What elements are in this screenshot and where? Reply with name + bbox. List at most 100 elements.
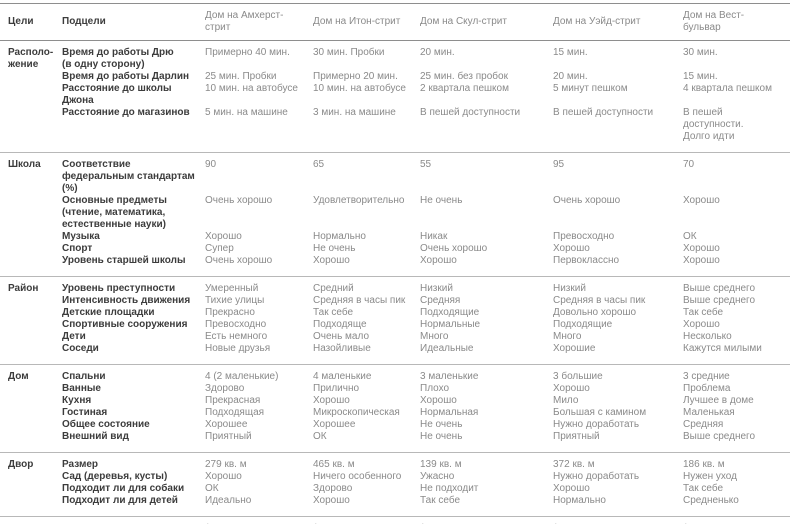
value-cell: Средняя в часы пик: [553, 295, 646, 306]
table-row: Двор Размер 279 кв. м 465 кв. м 139 кв. м 372…: [0, 452, 790, 517]
value-cell: 139 кв. м: [420, 452, 553, 471]
value-cell: Нормально: [313, 231, 366, 242]
value-cell: 186 кв. м: [683, 452, 790, 471]
value-cell: Нормальная: [420, 407, 479, 418]
value-cell: Несколько: [683, 331, 732, 342]
value-cell: Хорошо: [420, 395, 457, 406]
value-cell: 30 мин.: [683, 47, 718, 58]
value-cell: 55: [420, 152, 553, 195]
value-cell: 15 мин.: [683, 71, 718, 82]
subgoal-cell: Подходит ли для детей: [62, 495, 178, 506]
table-row: Расстояние до магазинов 5 мин. на машине 3…: [0, 107, 790, 153]
value-cell: 465 кв. м: [313, 452, 420, 471]
value-cell: Лучшее в доме: [683, 395, 754, 406]
value-cell: Не очень: [313, 243, 356, 254]
subgoal-cell: Дети: [62, 331, 86, 342]
value-cell: Нужно доработать: [553, 471, 640, 482]
value-cell: Прилично: [313, 383, 360, 394]
category-cell: Район: [0, 276, 62, 365]
subgoal-cell: Соседи: [62, 343, 99, 354]
value-cell: Нужен уход: [683, 471, 737, 482]
value-cell: Никак: [420, 231, 448, 242]
value-cell: 20 мин.: [420, 47, 455, 58]
value-cell: Очень хорошо: [205, 195, 273, 206]
value-cell: $175 000: [420, 516, 553, 524]
value-cell: Хорошо: [313, 395, 350, 406]
value-cell: ОК: [205, 483, 219, 494]
subgoal-cell: Сад (деревья, кусты): [62, 471, 168, 482]
value-cell: Подходящие: [420, 307, 480, 318]
value-cell: Не очень: [420, 419, 463, 430]
value-cell: 5 мин. на машине: [205, 107, 288, 118]
value-cell: В пешей доступности: [420, 107, 521, 118]
value-cell: Выше среднего: [683, 276, 790, 295]
subgoal-cell: Гостиная: [62, 407, 108, 418]
table-row: Район Уровень преступности Умеренный Средни…: [0, 276, 790, 365]
table-row: Детские площадки Прекрасно Так себе Подходя…: [0, 307, 790, 319]
subgoal-cell: Соответствие федеральным стандартам (%): [62, 152, 205, 195]
value-cell: Средненько: [683, 495, 739, 506]
value-cell: 15 мин.: [553, 47, 588, 58]
category-cell: Стоимость: [0, 516, 62, 524]
value-cell: Супер: [205, 243, 234, 254]
table-row: Кухня Прекрасная Хорошо Хорошо Мило Лучшее в …: [0, 395, 790, 407]
value-cell: Хорошо: [313, 495, 350, 506]
value-cell: Идеально: [205, 495, 252, 506]
value-cell: 3 маленькие: [420, 364, 553, 383]
subgoal-cell: Уровень старшей школы: [62, 255, 186, 266]
section-5: СтоимостьЦена$225 000$240 000$175 000$19…: [0, 516, 790, 524]
value-cell: Примерно 40 мин.: [205, 47, 290, 58]
value-cell: Подходяще: [313, 319, 367, 330]
value-cell: Плохо: [420, 383, 450, 394]
value-cell: Прекрасная: [205, 395, 261, 406]
subgoal-cell: Расстояние до магазинов: [62, 107, 190, 118]
value-cell: Ничего особенного: [313, 471, 402, 482]
value-cell: Прекрасно: [205, 307, 255, 318]
comparison-table: Цели Подцели Дом на Амхерст-стрит Дом на…: [0, 3, 790, 524]
value-cell: Так себе: [313, 307, 353, 318]
table-row: Спортивные сооружения Превосходно Подходящ…: [0, 319, 790, 331]
value-cell: 25 мин. без пробок: [420, 71, 508, 82]
value-cell: Подходящая: [205, 407, 265, 418]
table-row: Располо- жение Время до работы Дрю (в одн…: [0, 41, 790, 72]
value-cell: Средняя: [683, 419, 724, 430]
value-cell: Микроскопическая: [313, 407, 400, 418]
table-row: Дом Спальни 4 (2 маленькие) 4 маленькие 3 ма…: [0, 364, 790, 453]
value-cell: Хорошо: [553, 483, 590, 494]
subgoal-cell: Интенсивность движения: [62, 295, 191, 306]
value-cell: Ужасно: [420, 471, 455, 482]
subgoal-cell: Спорт: [62, 243, 93, 254]
value-cell: $180 000: [683, 516, 790, 524]
value-cell: Не подходит: [420, 483, 479, 494]
value-cell: 3 большие: [553, 364, 683, 383]
subgoal-cell: Уровень преступности: [62, 276, 205, 295]
value-cell: $240 000: [313, 516, 420, 524]
value-cell: Приятный: [553, 431, 600, 442]
table-row: Подходит ли для детей Идеально Хорошо Так с…: [0, 495, 790, 517]
table-row: Соседи Новые друзья Назойливые Идеальные Хор…: [0, 343, 790, 365]
value-cell: Средняя: [420, 295, 461, 306]
table-row: Уровень старшей школы Очень хорошо Хорошо Х…: [0, 255, 790, 277]
value-cell: Нормальные: [420, 319, 481, 330]
value-cell: 279 кв. м: [205, 452, 313, 471]
value-cell: Хорошо: [205, 231, 242, 242]
value-cell: Хорошо: [420, 255, 457, 266]
column-header-goals: Цели: [0, 3, 62, 41]
value-cell: 25 мин. Пробки: [205, 71, 277, 82]
value-cell: Удовлетворительно: [313, 195, 405, 206]
column-header-house-amherst: Дом на Амхерст-стрит: [205, 3, 313, 41]
value-cell: 65: [313, 152, 420, 195]
value-cell: Хорошо: [683, 195, 720, 206]
value-cell: Средний: [313, 276, 420, 295]
value-cell: Подходящие: [553, 319, 613, 330]
value-cell: 90: [205, 152, 313, 195]
column-header-subgoals: Подцели: [62, 3, 205, 41]
value-cell: Много: [420, 331, 449, 342]
value-cell: Хорошо: [553, 383, 590, 394]
subgoal-cell: Детские площадки: [62, 307, 155, 318]
value-cell: Низкий: [553, 276, 683, 295]
value-cell: Есть немного: [205, 331, 268, 342]
table-row: Ванные Здорово Прилично Плохо Хорошо Проблема: [0, 383, 790, 395]
value-cell: Тихие улицы: [205, 295, 265, 306]
value-cell: Так себе: [683, 483, 723, 494]
